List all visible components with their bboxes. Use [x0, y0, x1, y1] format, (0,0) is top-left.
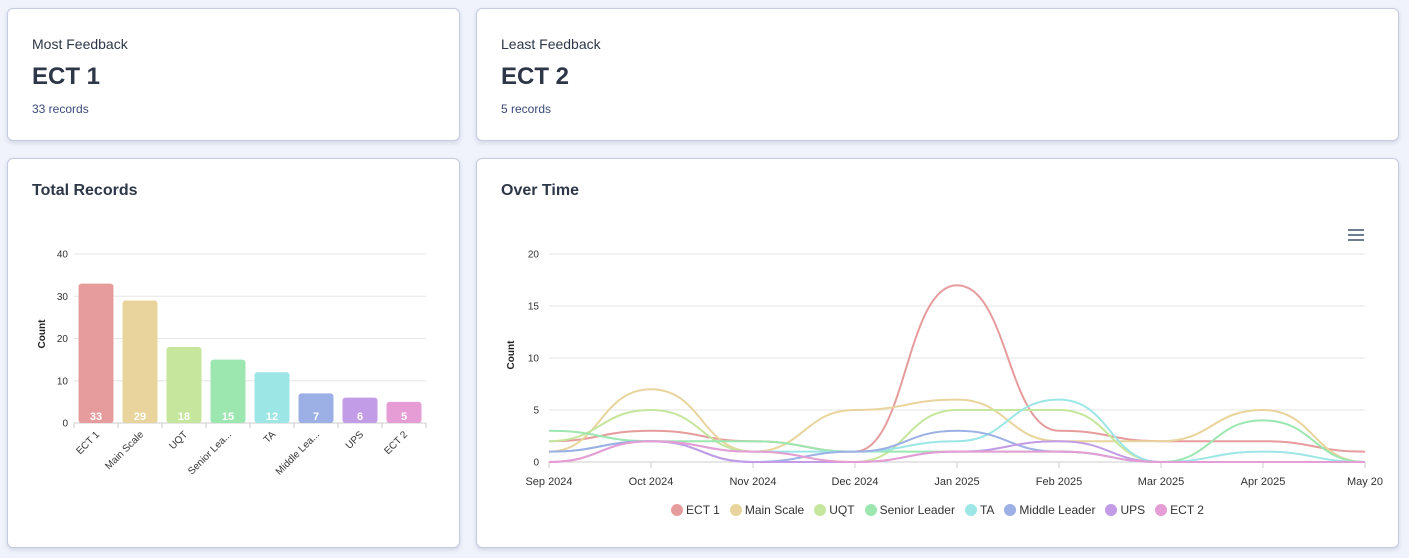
total-records-card: Total Records Count 0 10 20 30 40 33 ECT 1 29 Ma…	[7, 158, 460, 548]
series-line-main-scale[interactable]	[548, 388, 1366, 463]
bar-y-axis-label: Count	[37, 319, 48, 349]
legend-item[interactable]: ECT 2	[1155, 503, 1204, 517]
least-feedback-label: Least Feedback	[501, 36, 601, 52]
bar-value-label: 7	[313, 411, 319, 423]
line-x-tick-label: Mar 2025	[1138, 476, 1184, 488]
line-x-tick-label: Oct 2024	[629, 476, 674, 488]
bar-chart: Count 0 10 20 30 40 33 ECT 1 29 Main Scale 18 UQT 1…	[37, 250, 427, 478]
bar-y-tick: 10	[57, 376, 69, 387]
legend-dot-icon	[864, 504, 877, 516]
legend-item[interactable]: TA	[964, 503, 995, 517]
legend-label: UQT	[829, 503, 855, 517]
series-line-middle-leader[interactable]	[548, 429, 1365, 464]
over-time-card: Over Time Count 0 5 10 15 20 Sep 2024 Oct 2024…	[476, 158, 1399, 548]
hamburger-menu-icon[interactable]	[1348, 229, 1364, 241]
legend-label: ECT 1	[686, 503, 720, 517]
legend-dot-icon	[814, 504, 827, 516]
bar-x-tick-label: Senior Lea...	[186, 429, 234, 477]
least-feedback-card: Least Feedback ECT 2 5 records	[476, 8, 1399, 141]
legend-item[interactable]: Main Scale	[729, 503, 805, 517]
legend-item[interactable]: UPS	[1105, 503, 1145, 517]
legend-dot-icon	[964, 504, 977, 516]
legend-item[interactable]: Middle Leader	[1004, 503, 1095, 517]
line-y-axis-label: Count	[506, 340, 517, 370]
legend-label: UPS	[1120, 503, 1146, 517]
legend-item[interactable]: ECT 1	[671, 503, 720, 517]
line-x-tick-label: Jan 2025	[934, 476, 979, 488]
bar[interactable]	[254, 372, 290, 423]
legend-label: Main Scale	[744, 503, 805, 517]
bar-value-label: 5	[401, 411, 407, 423]
bar-value-label: 29	[134, 411, 146, 423]
legend-dot-icon	[1155, 504, 1168, 516]
bar-value-label: 15	[222, 411, 234, 423]
legend-item[interactable]: UQT	[814, 503, 855, 517]
line-x-tick-label: Dec 2024	[831, 476, 878, 488]
bar[interactable]	[342, 397, 378, 423]
bar-y-tick: 20	[57, 334, 69, 345]
bar[interactable]	[166, 346, 202, 423]
line-x-tick-label: Apr 2025	[1241, 476, 1286, 488]
bar[interactable]	[210, 359, 246, 423]
bar-y-tick: 30	[57, 292, 69, 303]
most-feedback-card: Most Feedback ECT 1 33 records	[7, 8, 460, 141]
line-legend: ECT 1 Main Scale UQT Senior Leader TA Middle …	[477, 503, 1398, 517]
line-x-tick-label: Feb 2025	[1036, 476, 1082, 488]
line-y-tick: 5	[533, 406, 539, 417]
legend-dot-icon	[1004, 504, 1017, 516]
line-y-tick: 0	[533, 458, 539, 469]
most-feedback-value: ECT 1	[32, 63, 101, 90]
line-chart: Count 0 5 10 15 20 Sep 2024 Oct 2024 Nov 2024 De…	[506, 250, 1383, 489]
least-feedback-records: 5 records	[501, 102, 552, 116]
bar-value-label: 12	[266, 411, 278, 423]
least-feedback-value: ECT 2	[501, 63, 570, 90]
line-x-tick-label: May 20	[1347, 476, 1383, 488]
line-x-tick-label: Nov 2024	[729, 476, 776, 488]
bar-value-label: 6	[357, 411, 363, 423]
bar-x-tick-label: Main Scale	[103, 429, 146, 472]
line-x-tick-label: Sep 2024	[525, 476, 572, 488]
series-line-uqt[interactable]	[548, 408, 1365, 464]
bar-x-tick-label: ECT 1	[74, 429, 102, 457]
total-records-title: Total Records	[32, 182, 138, 199]
legend-label: Middle Leader	[1019, 503, 1096, 517]
bar-x-tick-label: UPS	[344, 429, 367, 452]
bar[interactable]	[386, 401, 422, 423]
bar-value-label: 33	[90, 411, 102, 423]
bar-value-label: 18	[178, 411, 190, 423]
bar-y-tick: 0	[62, 419, 68, 430]
line-y-tick: 15	[528, 302, 540, 313]
bar[interactable]	[122, 300, 158, 423]
bar-x-tick-label: Middle Lea...	[274, 429, 322, 477]
line-y-tick: 10	[528, 354, 540, 365]
series-line-ect-1[interactable]	[548, 284, 1366, 453]
legend-dot-icon	[671, 504, 684, 516]
bar-x-tick-label: ECT 2	[382, 429, 410, 457]
bar[interactable]	[298, 393, 334, 423]
legend-item[interactable]: Senior Leader	[864, 503, 955, 517]
bar-x-tick-label: TA	[262, 429, 279, 446]
over-time-title: Over Time	[501, 182, 579, 199]
bar[interactable]	[78, 283, 114, 423]
line-y-tick: 20	[528, 250, 540, 261]
series-line-ect-2[interactable]	[548, 440, 1365, 464]
legend-label: ECT 2	[1170, 503, 1204, 517]
most-feedback-label: Most Feedback	[32, 36, 128, 52]
legend-dot-icon	[1105, 504, 1118, 516]
bar-x-tick-label: UQT	[167, 429, 190, 452]
legend-label: TA	[979, 503, 995, 517]
legend-label: Senior Leader	[879, 503, 955, 517]
most-feedback-records: 33 records	[32, 102, 89, 116]
bar-y-tick: 40	[57, 250, 69, 261]
legend-dot-icon	[729, 504, 742, 516]
